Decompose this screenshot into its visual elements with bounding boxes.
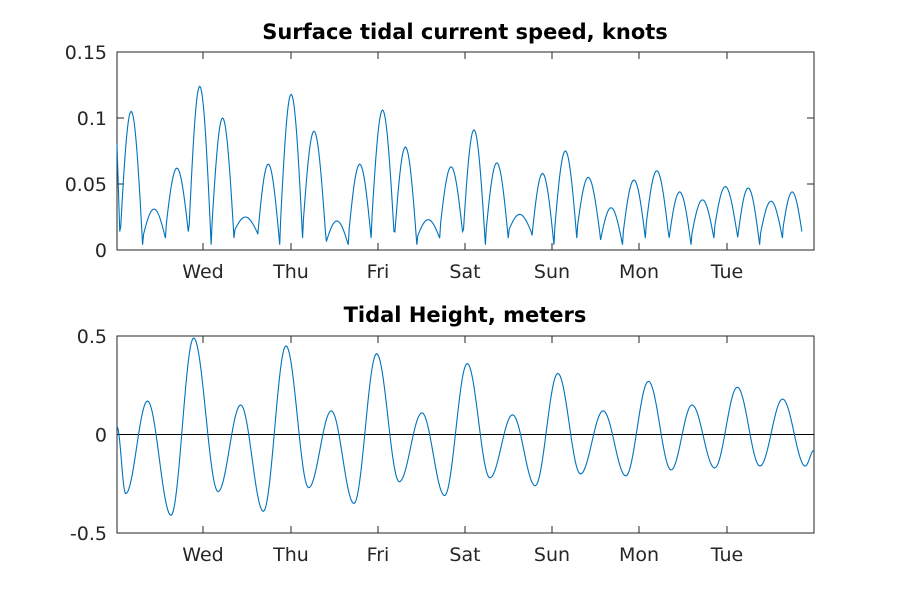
current-speed-y-tick-label: 0 — [95, 240, 107, 262]
tidal-height-x-ticks: Wed Thu Fri Sat Sun Mon Tue — [182, 336, 743, 566]
tidal-height-x-tick-label: Tue — [710, 544, 743, 566]
tidal-height-y-tick-label: 0.5 — [77, 326, 107, 348]
tidal-height-title: Tidal Height, meters — [344, 303, 587, 327]
current-speed-y-tick-label: 0.1 — [77, 108, 107, 130]
current-speed-x-tick-label: Tue — [710, 261, 743, 283]
tidal-height-series-line — [116, 337, 815, 516]
current-speed-x-tick-label: Wed — [182, 261, 223, 283]
tidal-height-panel: Tidal Height, meters -0.5 0 0.5 Wed Thu Fri S… — [70, 303, 815, 566]
current-speed-x-tick-label: Sun — [534, 261, 570, 283]
current-speed-panel: Surface tidal current speed, knots 0 0.05… — [65, 20, 815, 283]
current-speed-x-ticks: Wed Thu Fri Sat Sun Mon Tue — [182, 52, 743, 283]
current-speed-series-line — [116, 85, 803, 245]
tidal-height-x-tick-label: Sat — [449, 544, 480, 566]
tidal-height-x-tick-label: Fri — [367, 544, 390, 566]
current-speed-title: Surface tidal current speed, knots — [262, 20, 668, 44]
current-speed-y-tick-label: 0.05 — [65, 174, 107, 196]
current-speed-y-ticks: 0 0.05 0.1 0.15 — [65, 42, 814, 262]
current-speed-x-tick-label: Thu — [272, 261, 309, 283]
tidal-height-y-tick-label: -0.5 — [70, 523, 107, 545]
tidal-height-x-tick-label: Wed — [182, 544, 223, 566]
current-speed-y-tick-label: 0.15 — [65, 42, 107, 64]
current-speed-x-tick-label: Mon — [619, 261, 659, 283]
current-speed-x-tick-label: Sat — [449, 261, 480, 283]
current-speed-x-tick-label: Fri — [367, 261, 390, 283]
tidal-height-x-tick-label: Mon — [619, 544, 659, 566]
tidal-height-x-tick-label: Thu — [272, 544, 309, 566]
tidal-height-x-tick-label: Sun — [534, 544, 570, 566]
current-speed-axes-box — [116, 51, 815, 251]
tidal-height-y-tick-label: 0 — [95, 425, 107, 447]
tidal-height-y-ticks: -0.5 0 0.5 — [70, 326, 814, 545]
